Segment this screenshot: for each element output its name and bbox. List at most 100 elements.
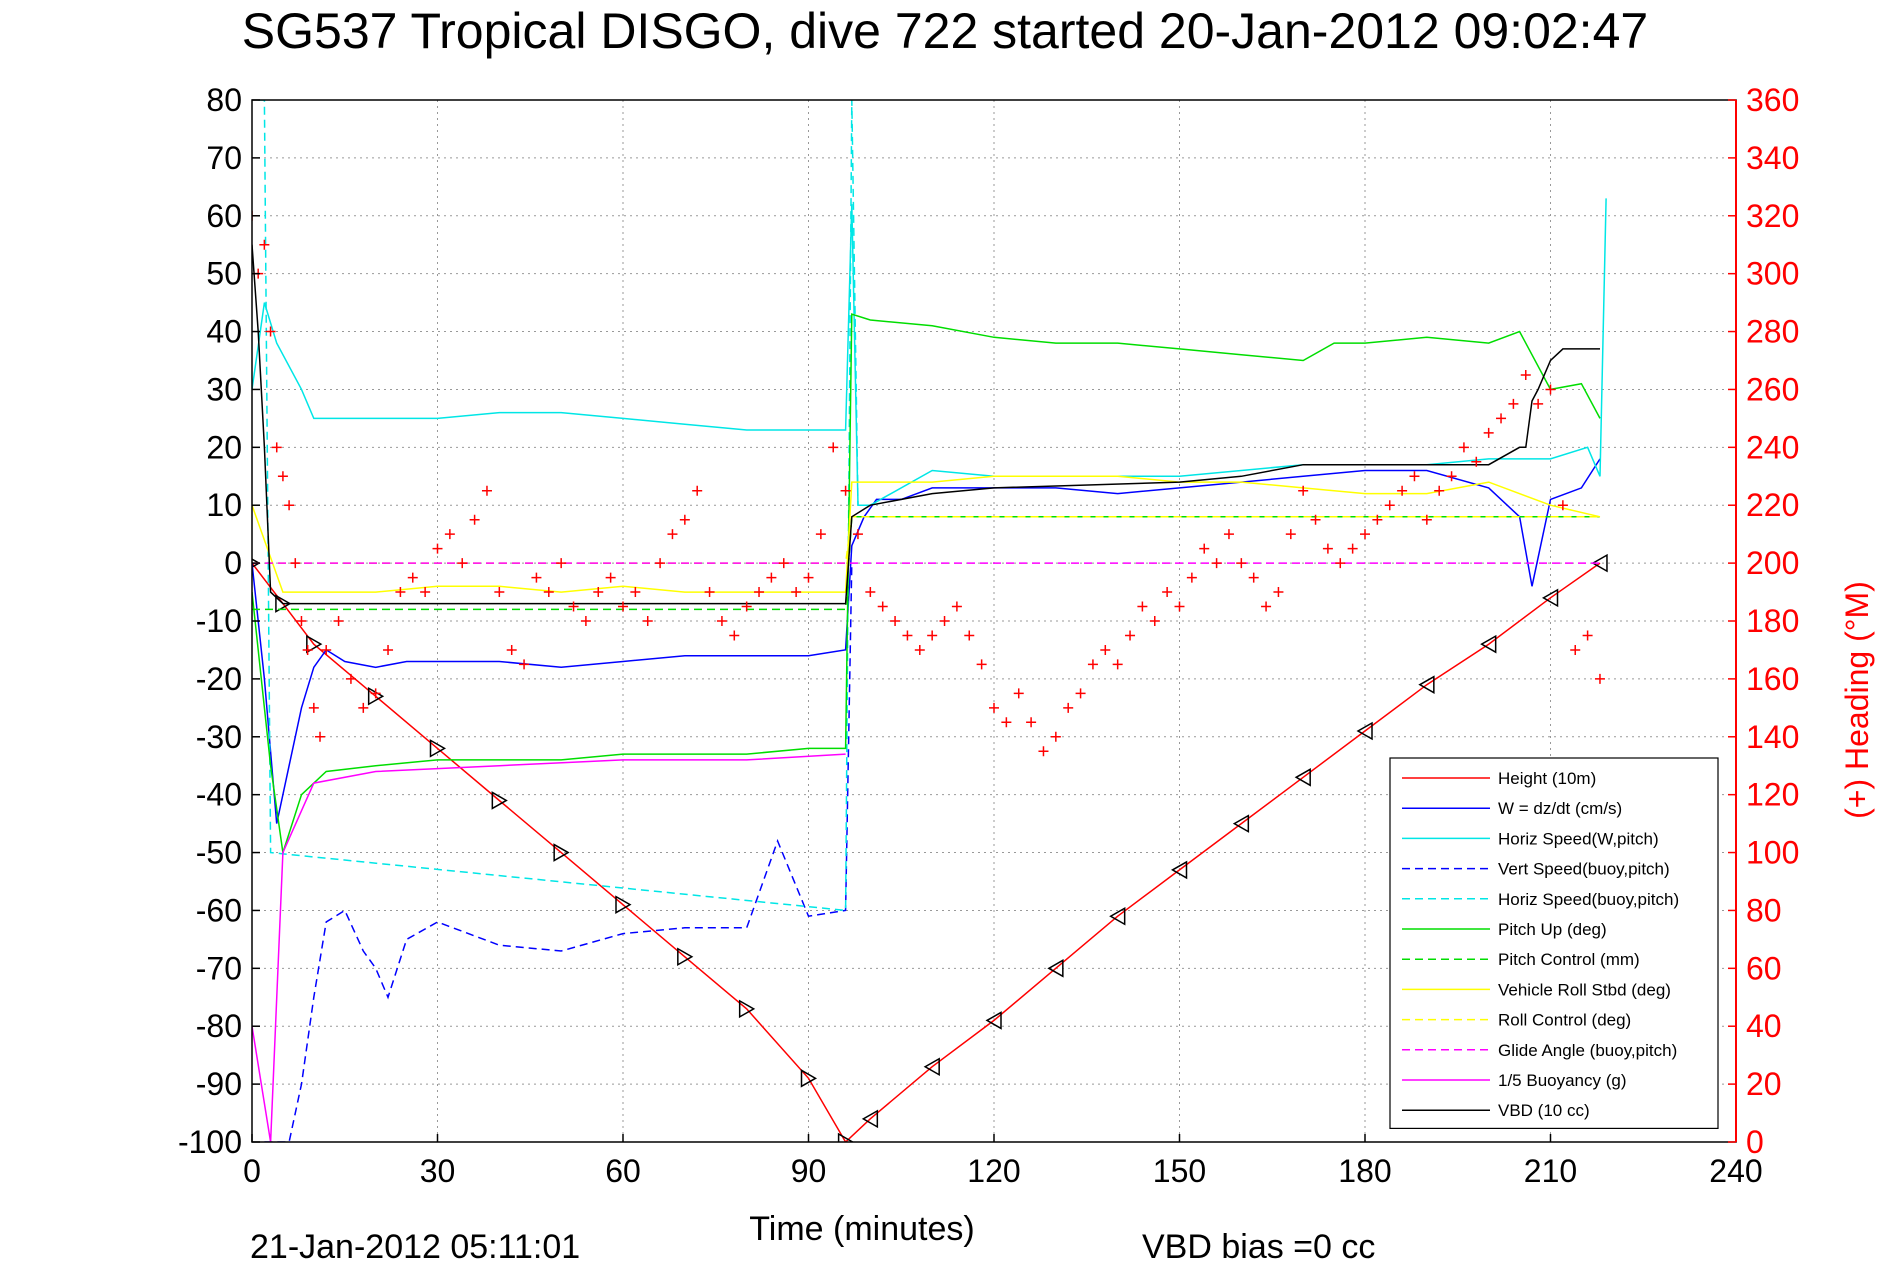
heading-marker <box>1533 398 1544 409</box>
heading-marker <box>315 731 326 742</box>
height-point-marker <box>1480 634 1497 654</box>
heading-marker <box>1483 427 1494 438</box>
y-tick-label: -100 <box>178 1124 242 1160</box>
x-axis-label: Time (minutes) <box>749 1210 974 1248</box>
heading-marker <box>1508 398 1519 409</box>
y-tick-label: 50 <box>206 256 242 292</box>
series-pitch-up-deg <box>252 313 1601 853</box>
legend-entry-label: 1/5 Buoyancy (g) <box>1498 1071 1627 1090</box>
y-tick-label: 20 <box>206 429 242 465</box>
heading-marker <box>951 601 962 612</box>
chart-title: SG537 Tropical DISGO, dive 722 started 2… <box>242 3 1648 59</box>
height-point-marker <box>1418 675 1435 694</box>
heading-marker <box>358 702 369 713</box>
heading-marker <box>828 442 839 453</box>
heading-marker <box>1075 688 1086 699</box>
heading-marker <box>1594 673 1605 684</box>
heading-marker <box>1248 572 1259 583</box>
heading-marker <box>902 630 913 641</box>
height-point-marker <box>491 791 508 810</box>
y-right-tick-label: 60 <box>1746 950 1782 986</box>
heading-marker <box>976 659 987 670</box>
heading-marker <box>302 644 313 655</box>
heading-marker <box>704 587 715 598</box>
heading-marker <box>1026 717 1037 728</box>
height-point-marker <box>1294 768 1311 787</box>
y-right-tick-label: 180 <box>1746 603 1799 639</box>
heading-marker <box>927 630 938 641</box>
legend-entry-label: Pitch Up (deg) <box>1498 920 1607 939</box>
series-roll-control-deg <box>252 516 1600 564</box>
heading-marker <box>1149 616 1160 626</box>
heading-marker <box>1038 746 1049 757</box>
heading-marker <box>265 326 276 337</box>
legend-entry-label: Glide Angle (buoy,pitch) <box>1498 1041 1677 1060</box>
height-point-marker <box>677 947 694 967</box>
y-tick-label: 80 <box>206 82 242 118</box>
y-tick-label: 70 <box>206 140 242 176</box>
heading-marker <box>531 572 542 583</box>
heading-marker <box>444 529 455 540</box>
heading-marker <box>815 529 826 540</box>
heading-marker <box>1434 485 1445 496</box>
x-tick-label: 30 <box>420 1153 456 1189</box>
heading-marker <box>1421 514 1432 525</box>
y-tick-label: 40 <box>206 314 242 350</box>
y-right-tick-label: 360 <box>1746 82 1799 118</box>
y-tick-label: 10 <box>206 487 242 523</box>
y-right-tick-label: 300 <box>1746 256 1799 292</box>
heading-marker <box>556 558 567 569</box>
series-horiz-speed-buoy-pitch <box>258 100 859 912</box>
series-layer <box>252 100 1608 1142</box>
heading-marker <box>1347 543 1358 554</box>
series-vbd-10-cc <box>252 244 1600 605</box>
heading-marker <box>1520 369 1531 380</box>
height-point-marker <box>275 594 292 613</box>
heading-marker <box>469 514 480 525</box>
y-tick-label: -30 <box>196 719 242 755</box>
heading-marker <box>1001 717 1012 728</box>
heading-marker <box>1409 471 1420 482</box>
height-point-marker <box>615 895 632 914</box>
heading-marker <box>1223 529 1234 540</box>
y-axis-right-label: (+) Heading (°M) <box>1839 581 1875 819</box>
heading-marker <box>778 558 789 569</box>
x-tick-label: 180 <box>1338 1153 1391 1189</box>
heading-marker <box>865 587 876 598</box>
y-right-tick-label: 160 <box>1746 661 1799 697</box>
heading-marker <box>1186 572 1197 583</box>
heading-marker <box>1446 471 1457 482</box>
heading-marker <box>432 543 443 554</box>
heading-marker <box>1397 485 1408 496</box>
heading-marker <box>877 601 888 612</box>
legend-entry-label: W = dz/dt (cm/s) <box>1498 799 1622 818</box>
heading-marker <box>766 572 777 583</box>
y-tick-label: -20 <box>196 661 242 697</box>
series-heading <box>252 210 1605 757</box>
heading-marker <box>1298 485 1309 496</box>
heading-marker <box>852 529 863 540</box>
heading-marker <box>1013 688 1024 699</box>
heading-marker <box>1372 514 1383 525</box>
heading-marker <box>791 587 802 598</box>
heading-marker <box>519 659 530 670</box>
heading-marker <box>1100 644 1111 655</box>
y-right-tick-label: 240 <box>1746 429 1799 465</box>
y-right-tick-label: 140 <box>1746 719 1799 755</box>
heading-marker <box>692 485 703 496</box>
heading-marker <box>543 587 554 598</box>
heading-marker <box>1050 731 1061 742</box>
legend-entry-label: Vehicle Roll Stbd (deg) <box>1498 980 1671 999</box>
x-tick-label: 120 <box>967 1153 1020 1189</box>
height-point-marker <box>800 1069 818 1088</box>
heading-marker <box>506 644 517 655</box>
series-1-5-buoyancy-g <box>252 753 846 1142</box>
heading-marker <box>605 572 616 583</box>
y-tick-label: -60 <box>196 892 242 928</box>
heading-marker <box>642 616 653 626</box>
y-right-tick-label: 320 <box>1746 198 1799 234</box>
height-point-marker <box>861 1109 879 1129</box>
heading-marker <box>989 702 999 713</box>
heading-marker <box>1285 529 1296 540</box>
